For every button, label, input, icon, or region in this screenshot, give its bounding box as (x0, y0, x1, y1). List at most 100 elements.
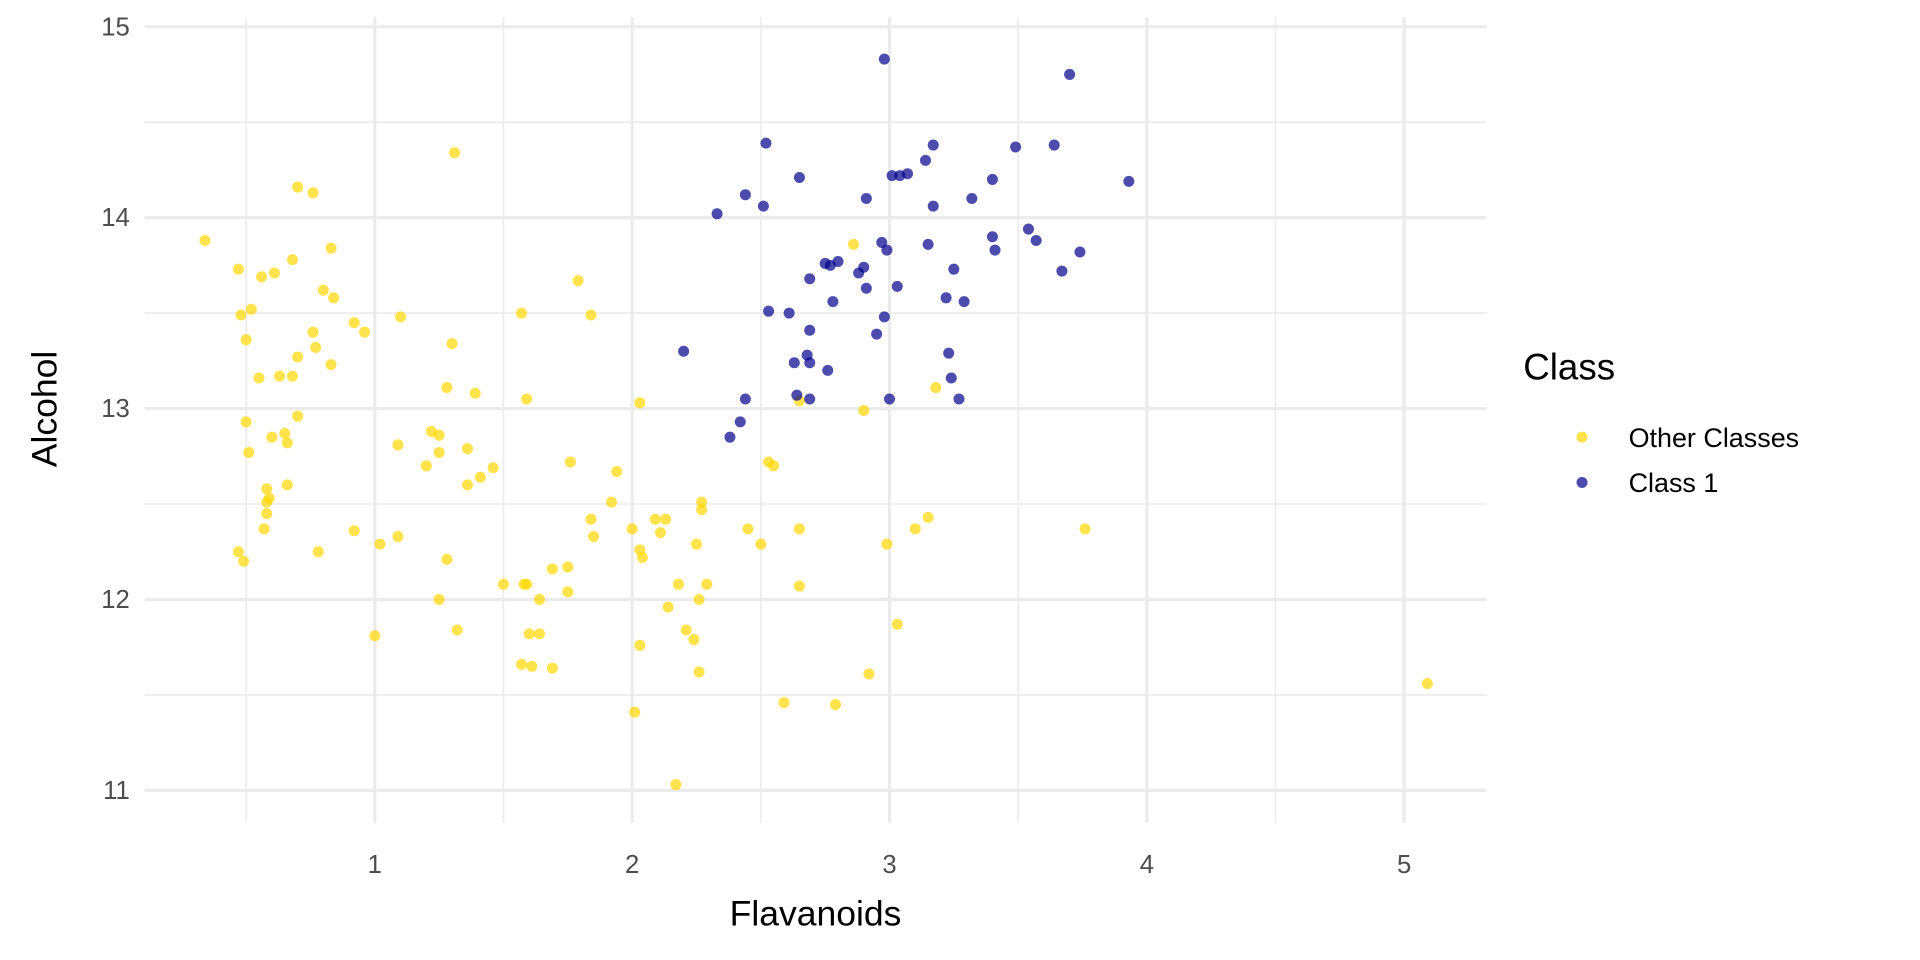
point-class-1 (734, 416, 746, 428)
y-axis-title: Alcohol (24, 351, 64, 467)
point-class-1 (958, 296, 970, 308)
point-other-classes (863, 668, 875, 680)
point-other-classes (672, 578, 684, 590)
point-class-1 (724, 431, 736, 443)
point-other-classes (693, 666, 705, 678)
point-class-1 (920, 154, 932, 166)
point-other-classes (307, 326, 319, 338)
y-tick-label: 12 (101, 586, 130, 614)
point-other-classes (564, 456, 576, 468)
point-other-classes (281, 437, 293, 449)
point-other-classes (515, 658, 528, 670)
y-tick-label: 11 (103, 777, 130, 805)
point-class-1 (986, 173, 998, 185)
points (199, 53, 1433, 791)
point-other-classes (793, 580, 805, 592)
point-other-classes (274, 370, 286, 382)
point-class-1 (986, 231, 998, 243)
legend: Class Other Classes Class 1 (1523, 347, 1799, 499)
point-other-classes (922, 511, 934, 523)
point-other-classes (268, 267, 280, 279)
point-class-1 (901, 168, 914, 180)
point-class-1 (871, 328, 883, 340)
point-other-classes (253, 372, 265, 384)
point-other-classes (240, 334, 252, 346)
point-other-classes (891, 618, 903, 630)
point-other-classes (235, 309, 247, 321)
point-class-1 (804, 324, 816, 336)
point-class-1 (791, 389, 803, 401)
point-other-classes (778, 697, 790, 709)
point-class-1 (886, 170, 898, 182)
point-other-classes (755, 538, 767, 550)
point-other-classes (526, 660, 538, 672)
x-tick-label: 3 (882, 851, 896, 879)
point-other-classes (1421, 677, 1433, 689)
point-other-classes (829, 698, 841, 710)
legend-label-class-1: Class 1 (1629, 468, 1719, 498)
point-other-classes (497, 578, 509, 590)
point-other-classes (534, 593, 546, 605)
point-other-classes (461, 443, 473, 455)
point-class-1 (1010, 141, 1022, 153)
point-other-classes (636, 551, 648, 563)
legend-key-other-classes (1576, 431, 1588, 443)
point-other-classes (281, 479, 293, 491)
point-class-1 (943, 347, 955, 359)
point-other-classes (768, 460, 780, 472)
point-other-classes (626, 523, 638, 535)
point-other-classes (696, 496, 708, 508)
point-other-classes (1079, 523, 1091, 535)
y-tick-label: 14 (101, 204, 130, 232)
point-other-classes (374, 538, 386, 550)
point-other-classes (238, 555, 250, 567)
y-tick-label: 13 (101, 395, 130, 423)
point-class-1 (940, 292, 952, 304)
point-other-classes (286, 254, 298, 266)
point-other-classes (634, 397, 646, 409)
point-other-classes (696, 504, 708, 516)
point-class-1 (878, 53, 890, 65)
point-other-classes (562, 586, 574, 598)
point-other-classes (369, 630, 381, 642)
point-class-1 (804, 357, 816, 369)
point-other-classes (245, 303, 257, 315)
x-tick-label: 1 (368, 851, 382, 879)
point-other-classes (325, 242, 337, 254)
point-other-classes (793, 523, 805, 535)
point-other-classes (261, 483, 273, 495)
point-other-classes (446, 338, 458, 350)
point-other-classes (572, 275, 584, 287)
point-other-classes (660, 513, 672, 525)
point-other-classes (909, 523, 921, 535)
point-class-1 (824, 259, 836, 271)
point-class-1 (883, 393, 896, 405)
point-other-classes (742, 523, 754, 535)
point-class-1 (1056, 265, 1068, 277)
point-other-classes (585, 513, 597, 525)
point-other-classes (634, 639, 646, 651)
point-class-1 (1074, 246, 1086, 258)
point-class-1 (711, 208, 723, 220)
point-class-1 (678, 345, 690, 357)
point-other-classes (611, 466, 623, 478)
point-other-classes (392, 439, 404, 451)
point-other-classes (433, 446, 445, 458)
point-other-classes (606, 496, 618, 508)
point-other-classes (328, 292, 340, 304)
point-class-1 (878, 311, 890, 323)
point-class-1 (739, 189, 751, 201)
point-other-classes (534, 628, 546, 640)
point-class-1 (860, 193, 872, 205)
point-other-classes (441, 553, 453, 565)
point-other-classes (433, 429, 445, 441)
point-class-1 (922, 238, 934, 250)
point-other-classes (487, 462, 499, 474)
point-class-1 (760, 137, 772, 149)
point-other-classes (240, 416, 252, 428)
legend-label-other-classes: Other Classes (1629, 423, 1800, 453)
point-other-classes (670, 779, 682, 791)
point-class-1 (1030, 235, 1042, 247)
